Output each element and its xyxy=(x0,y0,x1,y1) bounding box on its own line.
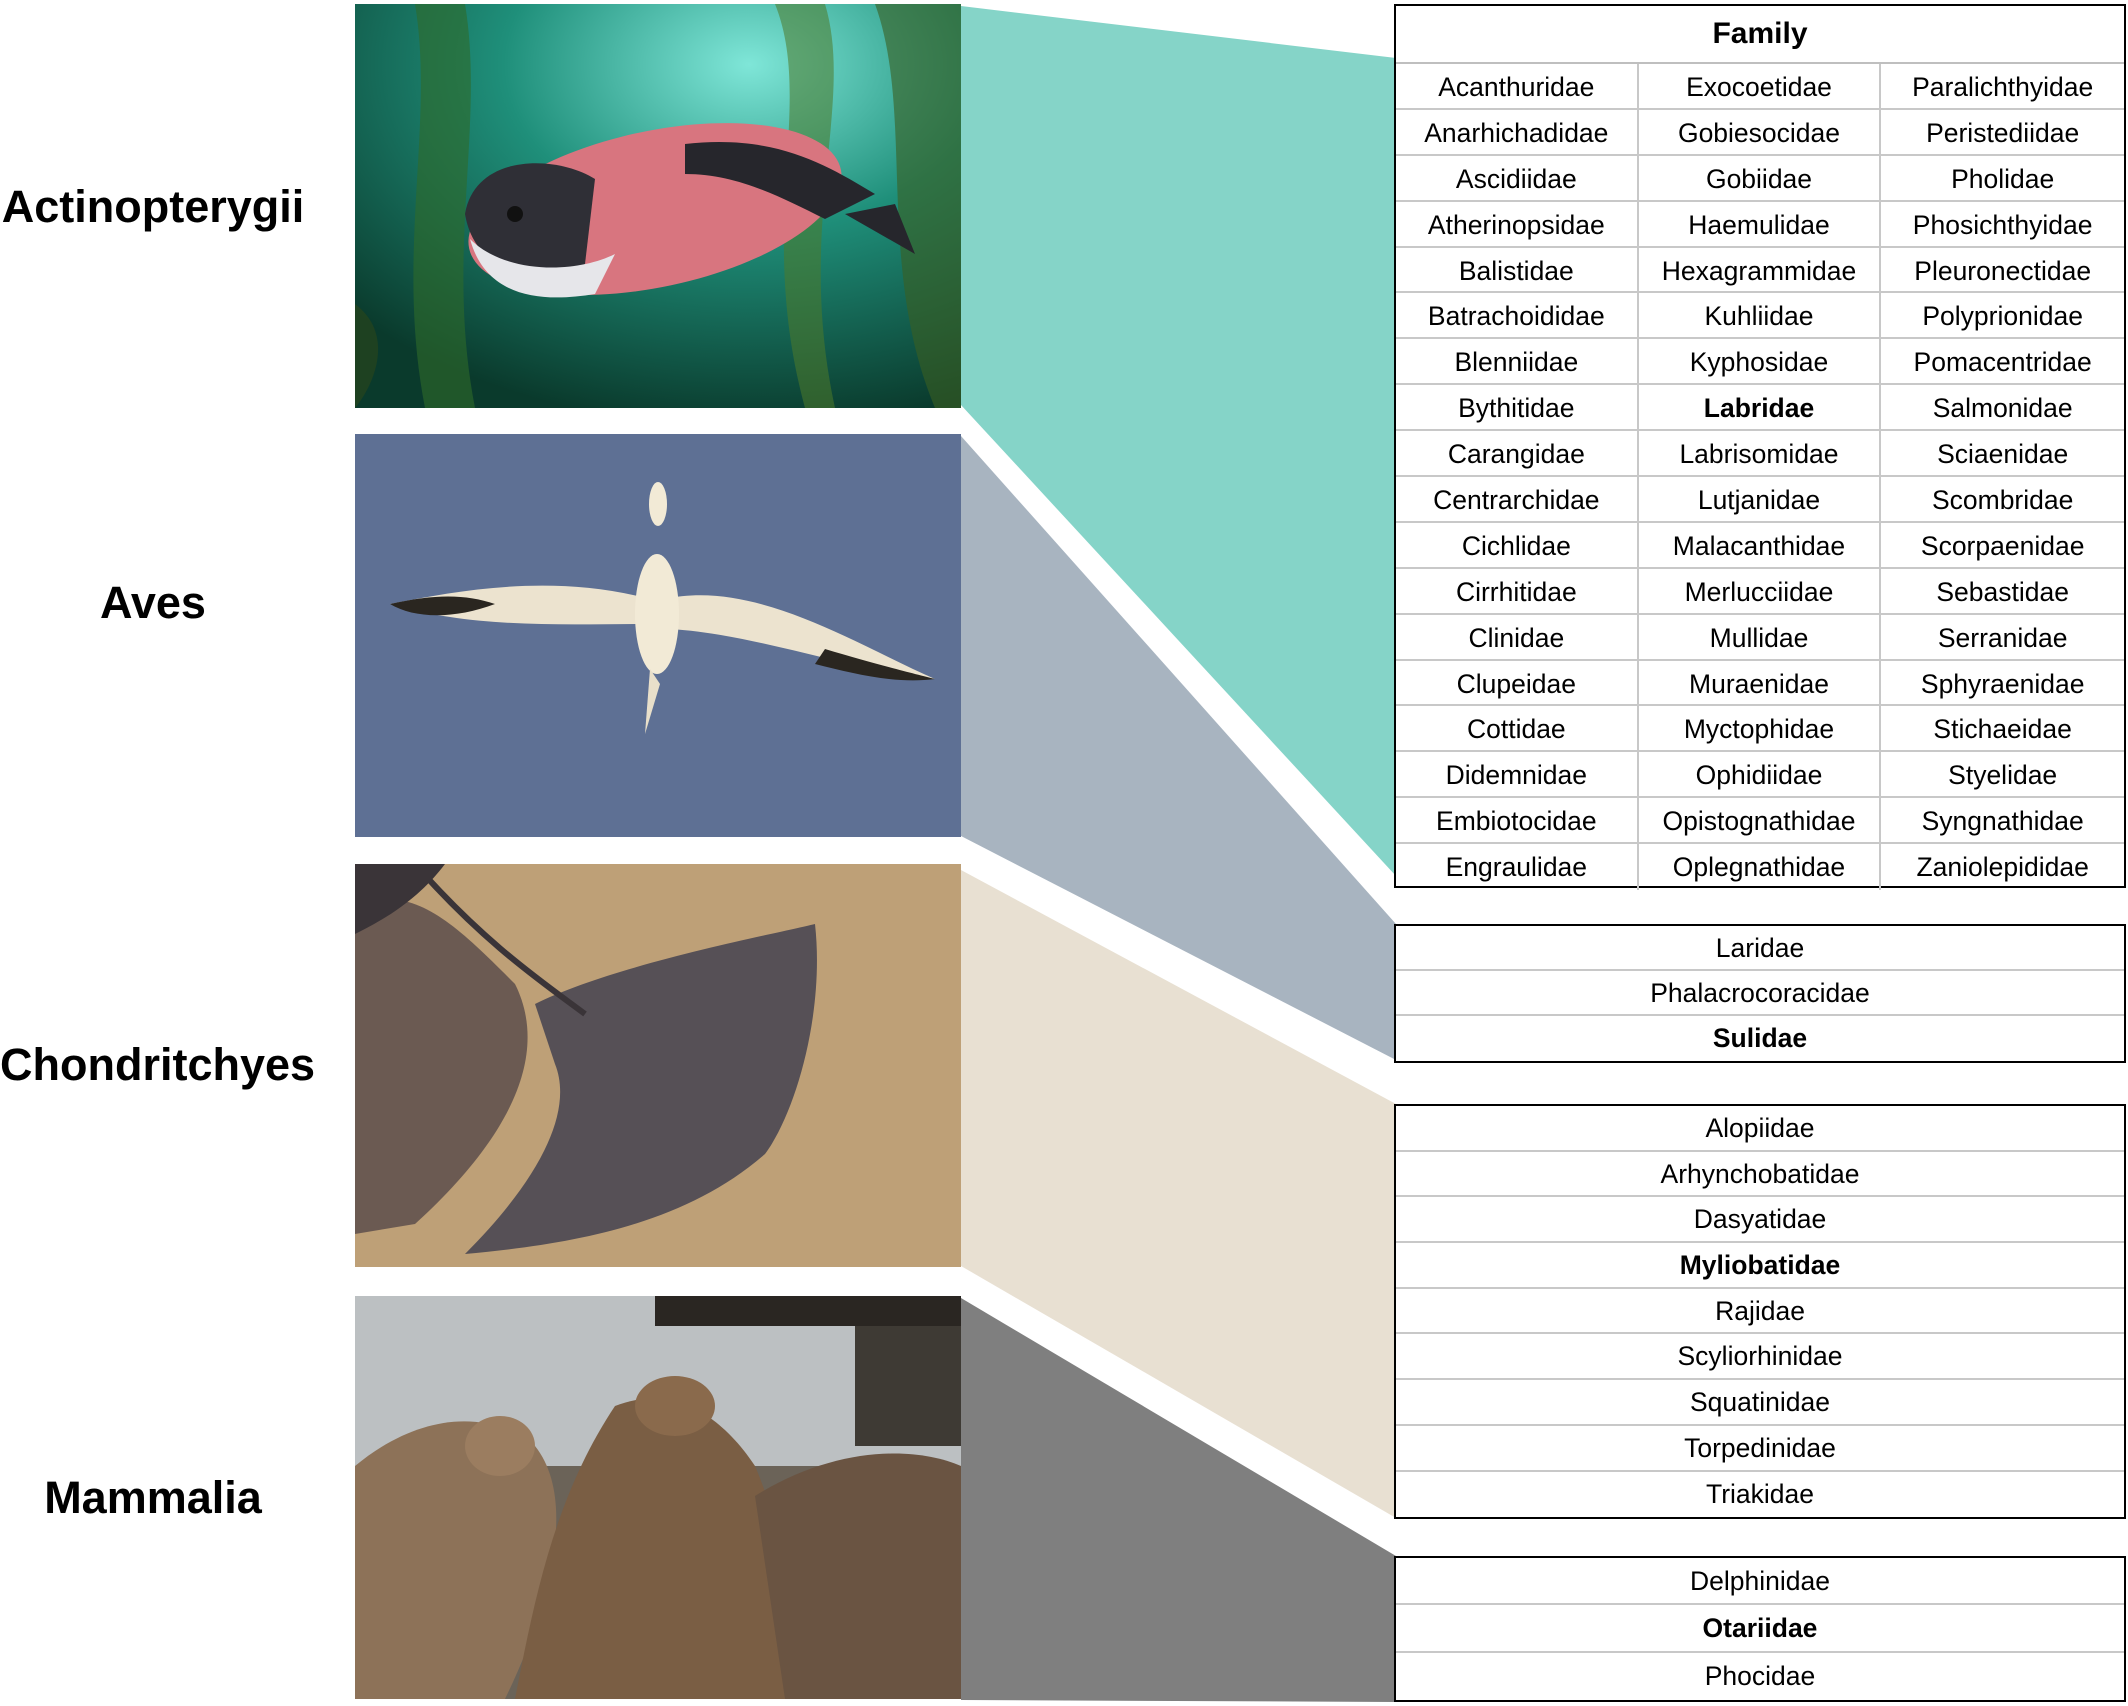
family-cell: Laridae xyxy=(1396,926,2124,971)
family-cell: Cirrhitidae xyxy=(1396,568,1639,615)
family-cell: Haemulidae xyxy=(1638,201,1882,248)
family-cell: Torpedinidae xyxy=(1396,1426,2124,1472)
family-cell: Mullidae xyxy=(1638,614,1882,661)
family-cell: Ascidiidae xyxy=(1396,155,1639,202)
class-label-aves: Aves xyxy=(100,577,206,628)
family-cell: Clinidae xyxy=(1396,614,1639,661)
family-cell: Dasyatidae xyxy=(1396,1197,2124,1244)
table-header: Family xyxy=(1396,6,2124,64)
family-cell: Phalacrocoracidae xyxy=(1396,971,2124,1016)
family-cell: Paralichthyidae xyxy=(1881,64,2124,110)
band-actinopterygii xyxy=(961,6,1396,876)
family-cell: Centrarchidae xyxy=(1396,477,1639,523)
family-cell: Merlucciidae xyxy=(1638,568,1882,615)
family-cell: Alopiidae xyxy=(1396,1106,2124,1152)
family-cell: Ophidiidae xyxy=(1638,752,1882,799)
family-cell: Cottidae xyxy=(1396,706,1639,753)
family-grid: Acanthuridae Exocoetidae Paralichthyidae An… xyxy=(1396,64,2124,891)
family-cell: Scombridae xyxy=(1881,477,2124,523)
family-cell: Peristediidae xyxy=(1881,110,2124,156)
fish-photo xyxy=(355,4,961,408)
family-cell: Pomacentridae xyxy=(1881,339,2124,386)
family-cell: Acanthuridae xyxy=(1396,64,1639,110)
family-cell: Balistidae xyxy=(1396,247,1639,294)
family-table-aves: Laridae Phalacrocoracidae Sulidae xyxy=(1394,924,2126,1063)
family-cell: Polyprionidae xyxy=(1881,293,2124,340)
class-label-mammalia: Mammalia xyxy=(44,1472,262,1523)
band-chondritchyes xyxy=(961,870,1396,1518)
family-cell: Malacanthidae xyxy=(1638,522,1882,569)
family-cell: Embiotocidae xyxy=(1396,798,1639,845)
family-cell: Scorpaenidae xyxy=(1881,523,2124,569)
family-cell: Hexagrammidae xyxy=(1638,247,1882,294)
family-cell: Sulidae xyxy=(1712,1023,1808,1053)
family-cell: Sciaenidae xyxy=(1881,431,2124,478)
family-cell: Anarhichadidae xyxy=(1396,109,1639,156)
class-label-chondritchyes: Chondritchyes xyxy=(0,1039,316,1090)
family-cell: Pholidae xyxy=(1881,156,2124,202)
family-cell: Arhynchobatidae xyxy=(1396,1152,2124,1198)
family-cell: Phosichthyidae xyxy=(1881,202,2124,248)
band-mammalia xyxy=(961,1298,1396,1702)
family-cell: Kuhliidae xyxy=(1638,293,1882,340)
class-label-actinopterygii: Actinopterygii xyxy=(1,181,305,232)
family-cell: Syngnathidae xyxy=(1881,798,2124,845)
family-cell: Gobiesocidae xyxy=(1638,109,1882,156)
family-cell: Blenniidae xyxy=(1396,339,1639,386)
family-cell: Myctophidae xyxy=(1638,706,1882,753)
family-cell: Sphyraenidae xyxy=(1881,661,2124,707)
family-cell: Serranidae xyxy=(1881,615,2124,661)
family-cell: Carangidae xyxy=(1396,431,1639,478)
family-table-mammalia: Delphinidae Otariidae Phocidae xyxy=(1394,1556,2126,1702)
family-cell: Rajidae xyxy=(1396,1289,2124,1335)
family-cell: Opistognathidae xyxy=(1638,798,1882,845)
family-cell: Zaniolepididae xyxy=(1916,852,2089,883)
family-cell: Exocoetidae xyxy=(1638,64,1882,110)
family-cell: Lutjanidae xyxy=(1638,477,1882,523)
ray-photo xyxy=(355,864,961,1267)
family-cell: Salmonidae xyxy=(1881,385,2124,432)
sea-lion-photo xyxy=(355,1296,961,1699)
family-cell: Batrachoididae xyxy=(1396,293,1639,340)
family-cell: Gobiidae xyxy=(1638,155,1882,202)
family-cell: Bythitidae xyxy=(1396,385,1639,432)
family-cell: Kyphosidae xyxy=(1638,339,1882,386)
family-table-chondritchyes: Alopiidae Arhynchobatidae Dasyatidae Myliob… xyxy=(1394,1104,2126,1519)
family-cell: Triakidae xyxy=(1705,1478,1814,1509)
band-aves xyxy=(961,436,1396,1060)
family-cell: Didemnidae xyxy=(1396,752,1639,799)
family-cell: Scyliorhinidae xyxy=(1396,1334,2124,1381)
family-cell: Delphinidae xyxy=(1396,1558,2124,1606)
bird-photo xyxy=(355,434,961,837)
family-table-actinopterygii: Family Acanthuridae Exocoetidae Paralichth… xyxy=(1394,4,2126,891)
family-cell: Oplegnathidae xyxy=(1639,844,1882,891)
family-cell: Engraulidae xyxy=(1396,844,1639,891)
family-cell: Phocidae xyxy=(1704,1660,1816,1691)
family-cell: Myliobatidae xyxy=(1396,1243,2124,1289)
family-cell: Atherinopsidae xyxy=(1396,201,1639,248)
family-cell: Labrisomidae xyxy=(1638,431,1882,478)
family-cell: Stichaeidae xyxy=(1881,706,2124,753)
family-cell: Otariidae xyxy=(1396,1605,2124,1653)
family-cell: Sebastidae xyxy=(1881,569,2124,615)
family-cell: Squatinidae xyxy=(1396,1380,2124,1426)
family-cell: Labridae xyxy=(1638,385,1882,432)
family-cell: Pleuronectidae xyxy=(1881,248,2124,294)
family-cell: Styelidae xyxy=(1881,752,2124,799)
family-cell: Clupeidae xyxy=(1396,660,1639,707)
family-cell: Muraenidae xyxy=(1638,660,1882,707)
family-cell: Cichlidae xyxy=(1396,522,1639,569)
